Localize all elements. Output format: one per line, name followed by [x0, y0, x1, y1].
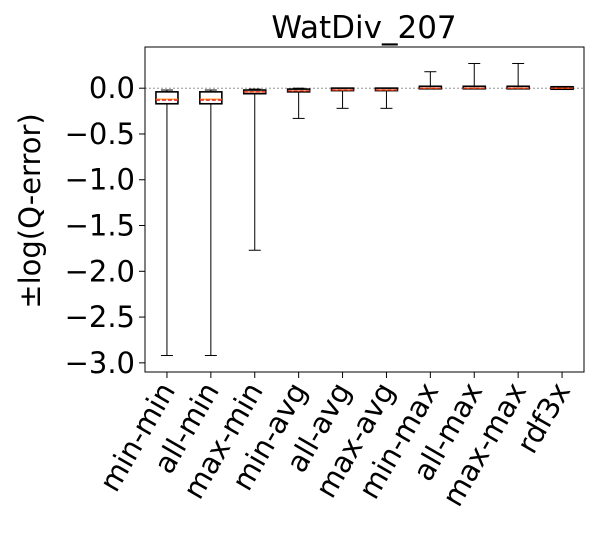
y-axis-label: ±log(Q-error) [13, 113, 47, 308]
box-body [199, 91, 223, 105]
chart-title: WatDiv_207 [271, 10, 456, 46]
plot-area-frame [144, 46, 585, 373]
box-min-avg [286, 87, 311, 119]
boxes-group [155, 62, 574, 357]
y-tick-label: −1.0 [65, 163, 135, 197]
box-all-avg [330, 87, 355, 109]
y-axis: 0.0 −0.5 −1.0 −1.5 −2.0 −2.5 −3.0 [65, 71, 145, 380]
y-tick-label: −2.0 [65, 254, 135, 288]
box-body [155, 91, 179, 105]
box-all-min [199, 89, 223, 357]
box-max-avg [374, 87, 399, 109]
y-tick-label: −0.5 [65, 117, 135, 151]
y-tick-label: −3.0 [65, 346, 135, 380]
box-max-min [242, 88, 267, 251]
box-rdf3x [550, 85, 574, 91]
box-min-min [155, 89, 179, 357]
y-tick-label: −2.5 [65, 300, 135, 334]
y-tick-label: 0.0 [89, 71, 135, 105]
y-tick-label: −1.5 [65, 209, 135, 243]
box-all-max [462, 62, 487, 90]
box-max-max [506, 62, 530, 90]
box-min-max [418, 71, 443, 90]
x-axis: min-minall-minmax-minmin-avgall-avgmax-a… [93, 372, 577, 512]
